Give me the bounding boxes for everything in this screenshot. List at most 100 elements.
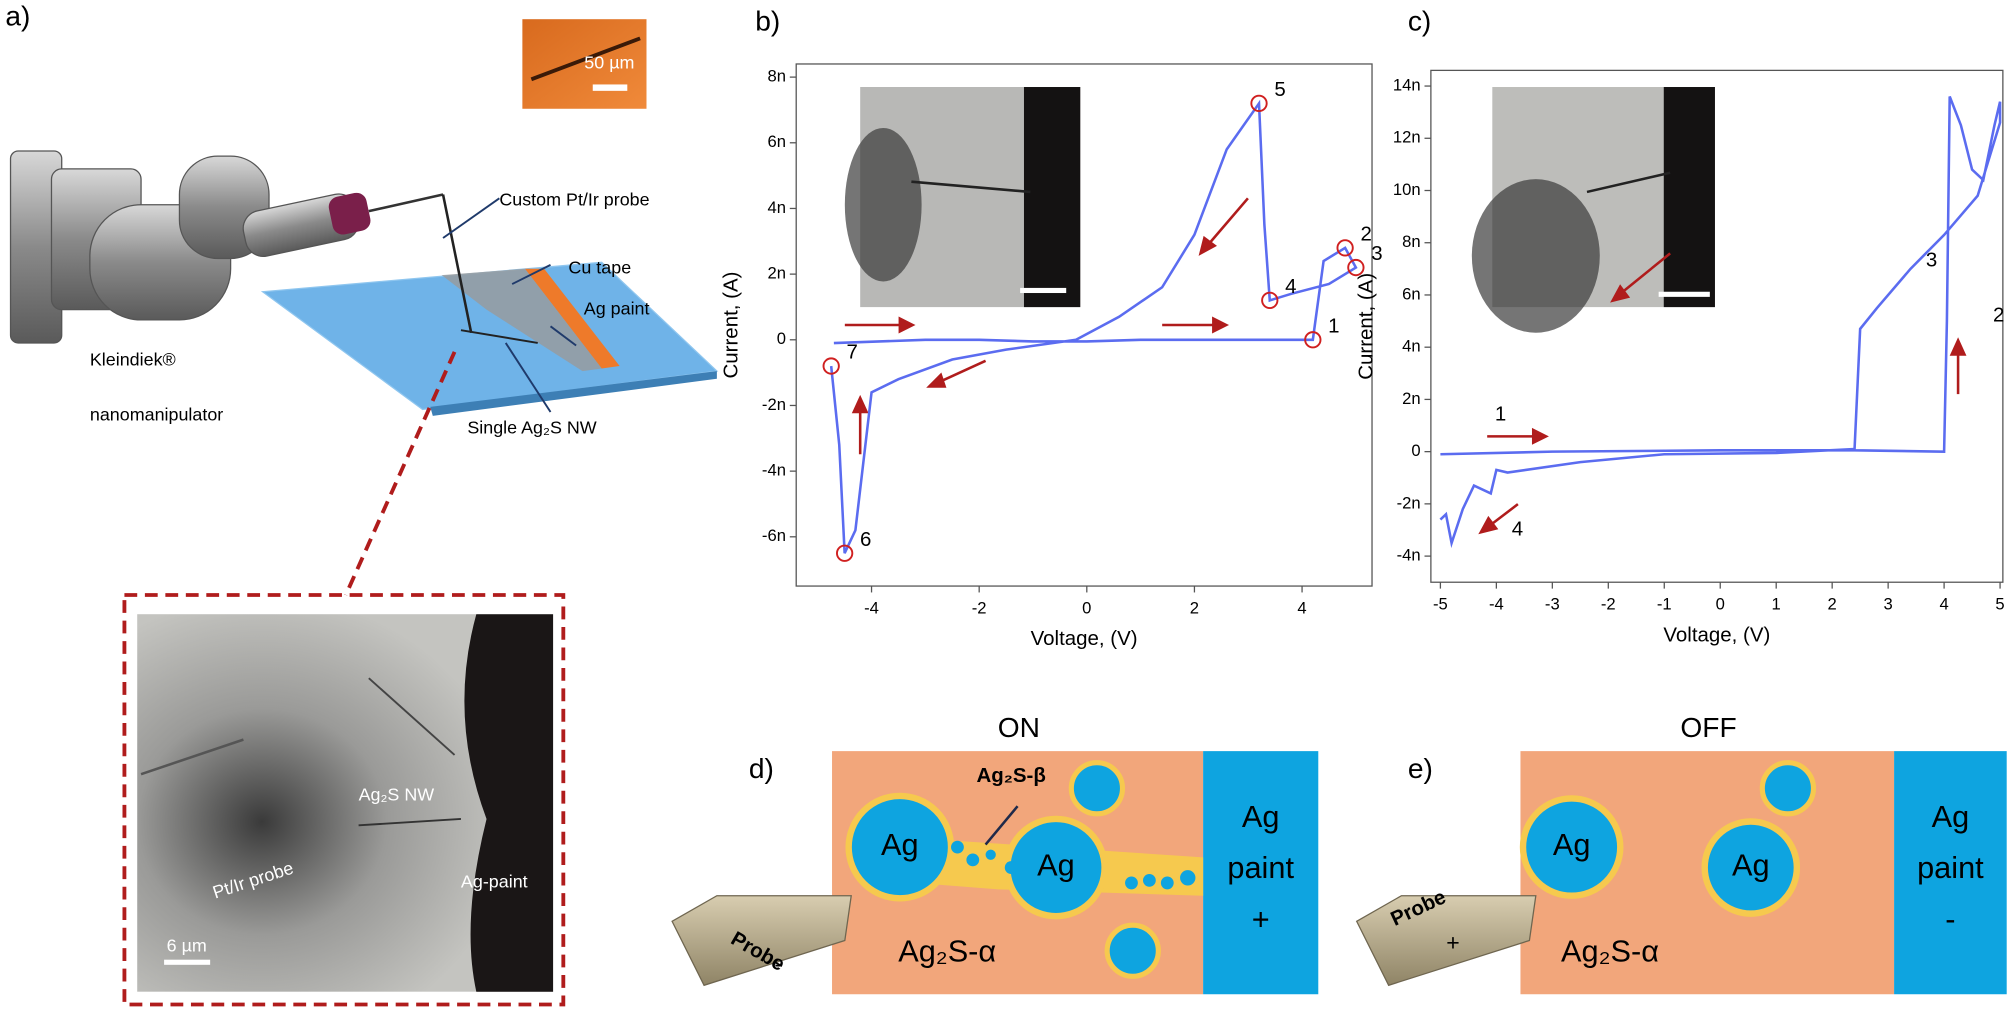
x-tick-label: 1 xyxy=(1772,595,1781,614)
annotation: 3 xyxy=(1926,248,1937,271)
brand-label: Kleindiek® xyxy=(90,350,176,370)
manipulator xyxy=(9,150,444,344)
chart-arrows xyxy=(844,197,1967,535)
inset-photo xyxy=(522,19,647,109)
x-tick-label: 5 xyxy=(1995,595,2004,614)
y-tick-label: 6n xyxy=(767,132,786,151)
phase-label: Ag₂S-α xyxy=(1561,933,1659,968)
panel-label: d) xyxy=(749,753,774,784)
y-tick-label: 10n xyxy=(1393,180,1421,199)
x-tick-label: 2 xyxy=(1828,595,1837,614)
y-tick-label: -4n xyxy=(1397,545,1421,564)
y-tick-label: 4n xyxy=(1402,337,1420,356)
probe-sign: - xyxy=(774,951,782,977)
ag-label: Ag xyxy=(1553,827,1591,862)
chart-insets xyxy=(844,87,1715,333)
y-axis-label: Current, (A) xyxy=(1354,273,1377,380)
x-tick-label: 4 xyxy=(1939,595,1948,614)
annotation: 5 xyxy=(1274,78,1285,101)
annotation-marker xyxy=(822,357,840,375)
paint-label: Ag xyxy=(1932,799,1970,834)
iv-curve xyxy=(1439,96,2002,549)
paint-label: Ag xyxy=(1242,799,1280,834)
state-label: ON xyxy=(998,712,1040,743)
panel-a: a) 50 µm Custom Pt/Ir probe Cu tape Ag p… xyxy=(5,0,719,1007)
annotation: 1 xyxy=(1328,314,1339,337)
annotation-marker xyxy=(1304,331,1322,349)
ag-label: Ag paint xyxy=(584,298,650,318)
y-tick-label: 14n xyxy=(1393,75,1421,94)
cu-tape xyxy=(524,268,620,369)
annotation: 6 xyxy=(860,528,871,551)
phase-label: Ag₂S-β xyxy=(977,764,1046,787)
x-tick-label: -5 xyxy=(1433,595,1448,614)
x-tick-label: 0 xyxy=(1082,598,1091,617)
probe-label: Custom Pt/Ir probe xyxy=(499,190,649,210)
x-tick-label: -3 xyxy=(1545,595,1560,614)
y-tick-label: 2n xyxy=(767,264,786,283)
y-tick-label: 0 xyxy=(1411,441,1420,460)
ag-paint xyxy=(441,268,602,372)
y-tick-label: -4n xyxy=(762,461,786,480)
scale-label: 6 µm xyxy=(167,936,207,956)
y-tick-label: 2n xyxy=(1402,389,1420,408)
zoom-box xyxy=(122,593,566,1007)
annotation: 4 xyxy=(1512,517,1523,540)
y-tick-label: -6n xyxy=(762,526,786,545)
plot-frame xyxy=(1430,69,2004,583)
annotation-marker xyxy=(1336,239,1354,257)
paint-label: - xyxy=(1945,901,1955,936)
panel-label: b) xyxy=(755,5,780,36)
y-tick-label: 8n xyxy=(1402,232,1420,251)
annotation-marker xyxy=(1347,258,1365,277)
plot-frame xyxy=(795,63,1373,587)
zoom-line xyxy=(344,351,457,596)
cu-label: Cu tape xyxy=(568,257,631,277)
y-tick-label: -2n xyxy=(1397,493,1421,512)
substrate-edge xyxy=(430,371,717,416)
y-tick-label: 12n xyxy=(1393,128,1421,147)
annotation-marker xyxy=(1250,94,1268,113)
annotation: 2 xyxy=(1360,222,1371,245)
y-tick-label: 6n xyxy=(1402,284,1420,303)
annotation-marker xyxy=(1261,291,1279,310)
y-tick-label: -2n xyxy=(762,395,786,414)
x-tick-label: -4 xyxy=(1489,595,1504,614)
x-tick-label: -4 xyxy=(864,598,879,617)
x-axis-label: Voltage, (V) xyxy=(1663,623,1770,646)
x-tick-label: -2 xyxy=(972,598,987,617)
x-tick-label: 2 xyxy=(1190,598,1199,617)
panel-label: c) xyxy=(1408,5,1431,36)
x-tick-label: 3 xyxy=(1884,595,1893,614)
nw-label: Single Ag₂S NW xyxy=(467,417,596,437)
annotation: 7 xyxy=(847,341,858,364)
x-axis-label: Voltage, (V) xyxy=(1031,627,1138,650)
nanowire xyxy=(460,329,538,344)
scale-label: 50 µm xyxy=(584,53,634,73)
panel-label: a) xyxy=(5,0,30,31)
y-tick-label: 0 xyxy=(777,329,786,348)
paint-label: paint xyxy=(1227,850,1294,885)
ag-label: Ag xyxy=(881,827,919,862)
phase-label: Ag₂S-α xyxy=(898,933,996,968)
y-tick-label: 4n xyxy=(767,198,786,217)
nw-photo-label: Ag₂S NW xyxy=(359,785,435,805)
ag-label: Ag xyxy=(1037,848,1075,883)
annotation: 4 xyxy=(1285,275,1296,298)
state-label: OFF xyxy=(1680,712,1736,743)
panel-label: e) xyxy=(1408,753,1433,784)
x-tick-label: -1 xyxy=(1657,595,1672,614)
panel-e: e) OFF Ag Ag Ag paint - Probe + Ag₂S-α xyxy=(1355,712,2007,995)
probe-wire xyxy=(441,194,473,333)
annotation-marker xyxy=(836,544,854,562)
probe-sign: + xyxy=(1446,929,1459,955)
annotation: 1 xyxy=(1495,402,1506,425)
annotation: 3 xyxy=(1371,242,1382,265)
device-label: nanomanipulator xyxy=(90,405,223,425)
ag-label: Ag xyxy=(1732,848,1770,883)
y-tick-label: 8n xyxy=(767,67,786,86)
x-tick-label: -2 xyxy=(1601,595,1616,614)
paint-label: paint xyxy=(1917,850,1984,885)
x-tick-label: 0 xyxy=(1716,595,1725,614)
